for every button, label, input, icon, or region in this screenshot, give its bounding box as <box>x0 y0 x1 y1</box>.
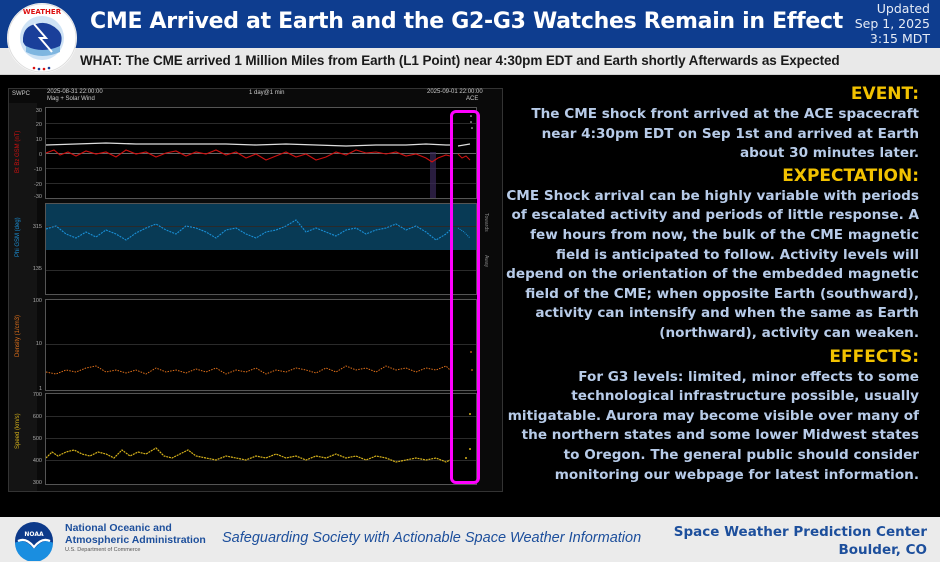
effects-body: For G3 levels: limited, minor effects to… <box>507 368 919 483</box>
updated-date: Sep 1, 2025 <box>854 16 930 31</box>
mag-series <box>46 115 473 198</box>
plot-subtitle: Mag + Solar Wind <box>47 96 95 102</box>
center-name: Space Weather Prediction Center <box>673 524 927 540</box>
ylabel-speed: Speed (km/s) <box>15 413 21 449</box>
event-heading: EVENT: <box>850 84 919 104</box>
plot-end-time: 2025-09-01 22:00:00 <box>427 89 483 95</box>
tick: -10 <box>34 167 42 173</box>
swpc-name: Space Weather Prediction Center Boulder,… <box>674 523 927 559</box>
phi-band <box>46 204 476 250</box>
footer-bar: NOAA National Oceanic and Atmospheric Ad… <box>0 517 940 562</box>
tick: 700 <box>32 392 42 398</box>
tick: 1 <box>38 386 42 392</box>
phi-towards-label: Towards <box>483 213 489 232</box>
updated-timestamp: Updated Sep 1, 2025 3:15 MDT <box>855 1 930 46</box>
noaa-logo-icon: NOAA <box>14 521 54 562</box>
y-label-column <box>9 103 37 491</box>
what-banner: WHAT: The CME arrived 1 Million Miles fr… <box>0 48 940 75</box>
tick: 315 <box>32 224 42 230</box>
plot-header: SWPC 2025-08-31 22:00:00 Mag + Solar Win… <box>9 89 502 103</box>
tick: 500 <box>32 436 42 442</box>
plot-source: SWPC <box>12 91 30 97</box>
noaa-name: National Oceanic and Atmospheric Adminis… <box>65 522 206 546</box>
svg-text:WEATHER: WEATHER <box>23 8 62 16</box>
center-location: Boulder, CO <box>838 542 927 558</box>
shock-arrival-highlight <box>450 110 480 484</box>
density-series <box>46 351 473 375</box>
tick: 10 <box>35 341 42 347</box>
tagline: Safeguarding Society with Actionable Spa… <box>222 530 642 546</box>
tick: 10 <box>35 137 42 143</box>
noaa-dept: U.S. Department of Commerce <box>65 547 141 553</box>
phi-away-label: Away <box>483 255 489 268</box>
plot-start-time: 2025-08-31 22:00:00 <box>47 89 103 95</box>
tick: 300 <box>32 480 42 486</box>
tick: -20 <box>34 182 42 188</box>
updated-label: Updated <box>876 1 930 16</box>
solar-wind-plot: SWPC 2025-08-31 22:00:00 Mag + Solar Win… <box>8 88 503 492</box>
tick: 30 <box>35 108 42 114</box>
ylabel-phi: Phi GSM (deg) <box>15 217 21 257</box>
tick: -30 <box>34 194 42 200</box>
updated-time: 3:15 MDT <box>869 31 930 46</box>
tick: 600 <box>32 414 42 420</box>
what-text: WHAT: The CME arrived 1 Million Miles fr… <box>80 53 840 68</box>
ylabel-density: Density (1/cm3) <box>15 314 21 357</box>
panel-speed: 700 600 500 400 300 <box>33 392 477 486</box>
phi-series <box>46 219 471 241</box>
panel-magnetic-field: 30 20 10 0 -10 -20 -30 <box>34 107 477 200</box>
tick: 20 <box>35 122 42 128</box>
plot-span: 1 day@1 min <box>249 90 285 96</box>
panel-density: 100 10 1 <box>33 298 477 392</box>
svg-text:NOAA: NOAA <box>24 531 44 538</box>
effects-heading: EFFECTS: <box>829 346 919 367</box>
tick: 400 <box>32 458 42 464</box>
noaa-line1: National Oceanic and <box>65 522 172 534</box>
tick: 100 <box>32 298 42 304</box>
nws-logo-icon: WEATHER <box>6 2 78 74</box>
event-body: The CME shock front arrived at the ACE s… <box>531 106 919 162</box>
tick: 135 <box>32 266 42 272</box>
ylabel-mag: Bt Bz GSM (nT) <box>15 130 21 173</box>
speed-series <box>46 413 471 463</box>
expectation-body: CME Shock arrival can be highly variable… <box>506 187 919 341</box>
expectation-heading: EXPECTATION: <box>782 165 919 186</box>
header-bar: CME Arrived at Earth and the G2-G3 Watch… <box>0 0 940 48</box>
page-title: CME Arrived at Earth and the G2-G3 Watch… <box>90 9 843 34</box>
plot-spacecraft: ACE <box>466 96 479 102</box>
info-panel: EVENT: The CME shock front arrived at th… <box>505 84 919 485</box>
noaa-line2: Atmospheric Administration <box>65 534 206 546</box>
tick: 0 <box>38 152 42 158</box>
panel-phi: 315 135 <box>33 203 477 295</box>
